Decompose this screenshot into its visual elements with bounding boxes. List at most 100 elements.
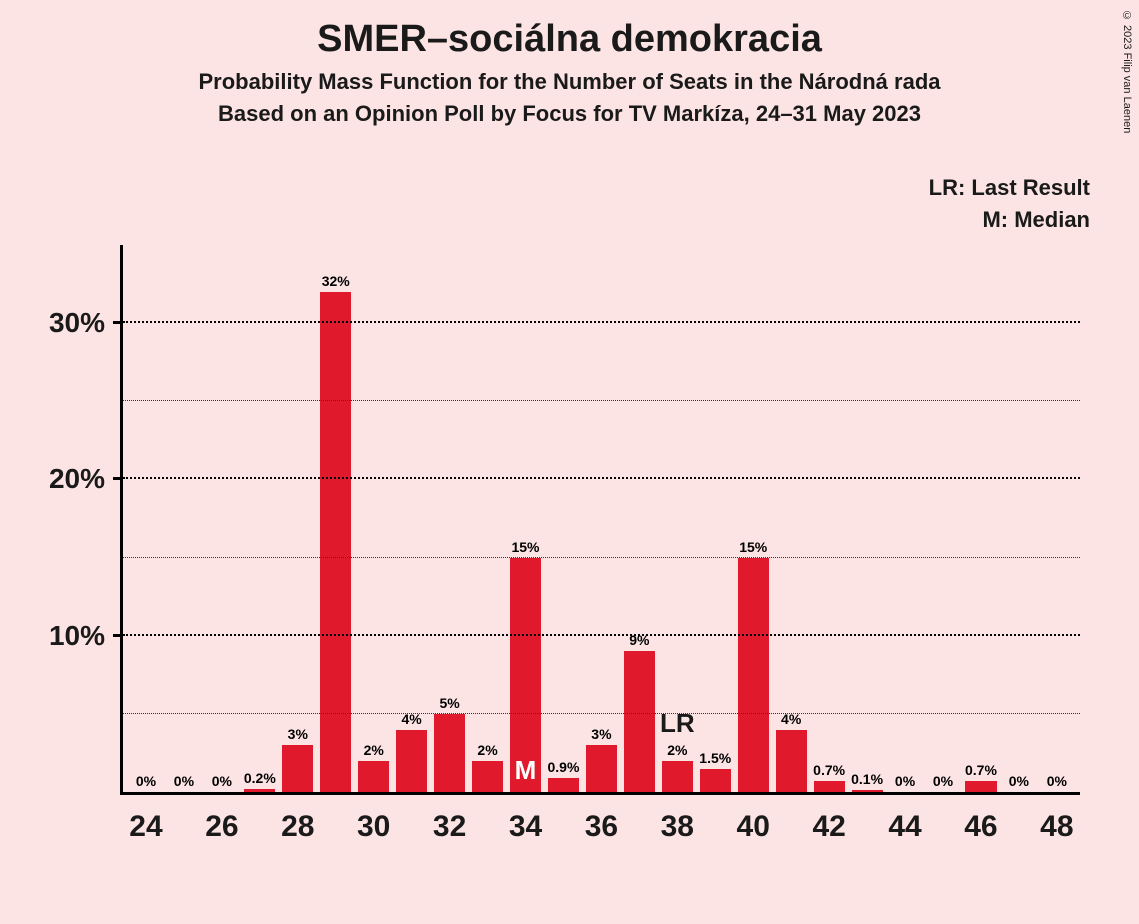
bar-slot: 5% — [431, 245, 469, 792]
gridline-major — [123, 321, 1080, 323]
bar-value-label: 0.2% — [244, 770, 276, 786]
bar-value-label: 0% — [1047, 773, 1067, 789]
bar: 0.1% — [852, 790, 883, 792]
gridline-major — [123, 634, 1080, 636]
bar-slot: 1.5% — [696, 245, 734, 792]
x-axis-label: 44 — [886, 810, 924, 844]
x-axis-label — [848, 810, 886, 844]
x-axis-label: 24 — [127, 810, 165, 844]
bar: 4% — [396, 730, 427, 793]
bar-value-label: 0.7% — [965, 762, 997, 778]
bar-slot: 0.7% — [810, 245, 848, 792]
x-axis-label — [393, 810, 431, 844]
bar-value-label: 0.1% — [851, 771, 883, 787]
x-axis-label: 32 — [431, 810, 469, 844]
bar: 15%M — [510, 558, 541, 792]
bar-slot: 0.9% — [544, 245, 582, 792]
bar: 5% — [434, 714, 465, 792]
bar-value-label: 5% — [439, 695, 459, 711]
bar: 0.7% — [814, 781, 845, 792]
bar-value-label: 2% — [667, 742, 687, 758]
bar-slot: 15% M — [507, 245, 545, 792]
bar-value-label: 0% — [212, 773, 232, 789]
gridline-minor — [123, 557, 1080, 558]
y-tick-mark — [113, 634, 123, 637]
x-axis-label — [1000, 810, 1038, 844]
legend: LR: Last Result M: Median — [929, 175, 1090, 239]
bar-slot: 0% — [127, 245, 165, 792]
bar-value-label: 3% — [288, 726, 308, 742]
bar: 0.7% — [965, 781, 996, 792]
chart-subtitle-2: Based on an Opinion Poll by Focus for TV… — [0, 101, 1139, 127]
bar-value-label: 3% — [591, 726, 611, 742]
bar: 1.5% — [700, 769, 731, 792]
plot-region: 0%0%0%0.2%3%32%2%4%5%2%15%M0.9%3%9%LR2%1… — [120, 245, 1080, 795]
x-axis-label: 36 — [582, 810, 620, 844]
bar-slot: 0% — [1000, 245, 1038, 792]
bar-slot: 0.7% — [962, 245, 1000, 792]
x-axis-ticks: 24 26 28 30 32 34 36 38 40 42 44 46 48 — [123, 810, 1080, 844]
bar-slot: LR2% — [658, 245, 696, 792]
bars-container: 0%0%0%0.2%3%32%2%4%5%2%15%M0.9%3%9%LR2%1… — [123, 245, 1080, 792]
x-axis-label: 28 — [279, 810, 317, 844]
bar-slot: 0.2% — [241, 245, 279, 792]
x-axis-label: 30 — [355, 810, 393, 844]
bar: 4% — [776, 730, 807, 793]
legend-m: M: Median — [929, 207, 1090, 233]
x-axis-label — [469, 810, 507, 844]
bar-slot: 0% — [165, 245, 203, 792]
bar-slot: 2% — [469, 245, 507, 792]
bar-slot: 4% — [393, 245, 431, 792]
gridline-minor — [123, 713, 1080, 714]
bar-value-label: 15% — [739, 539, 767, 555]
x-axis-label — [924, 810, 962, 844]
x-axis-label: 34 — [507, 810, 545, 844]
bar-slot: 3% — [279, 245, 317, 792]
legend-lr: LR: Last Result — [929, 175, 1090, 201]
bar: 3% — [282, 745, 313, 792]
bar-slot: 9% — [620, 245, 658, 792]
bar: 32% — [320, 292, 351, 792]
chart-subtitle-1: Probability Mass Function for the Number… — [0, 69, 1139, 95]
bar-value-label: 0% — [933, 773, 953, 789]
bar-value-label: 0% — [136, 773, 156, 789]
bar: 3% — [586, 745, 617, 792]
bar-slot: 0% — [1038, 245, 1076, 792]
x-axis-label — [696, 810, 734, 844]
x-axis-label: 42 — [810, 810, 848, 844]
bar: 2% — [358, 761, 389, 792]
bar: 9% — [624, 651, 655, 792]
x-axis-label: 38 — [658, 810, 696, 844]
median-marker: M — [515, 755, 537, 786]
bar-slot: 0% — [203, 245, 241, 792]
bar-slot: 0.1% — [848, 245, 886, 792]
bar-slot: 0% — [924, 245, 962, 792]
title-block: SMER–sociálna demokracia Probability Mas… — [0, 0, 1139, 127]
x-axis-label — [772, 810, 810, 844]
x-axis-label — [620, 810, 658, 844]
bar: 2% — [472, 761, 503, 792]
bar-slot: 2% — [355, 245, 393, 792]
gridline-major — [123, 477, 1080, 479]
y-tick-mark — [113, 477, 123, 480]
bar-value-label: 2% — [364, 742, 384, 758]
bar-slot: 0% — [886, 245, 924, 792]
bar-slot: 4% — [772, 245, 810, 792]
x-axis-label: 40 — [734, 810, 772, 844]
x-axis-label — [165, 810, 203, 844]
y-axis-label: 30% — [49, 307, 105, 339]
bar-value-label: 0% — [1009, 773, 1029, 789]
x-axis-label — [544, 810, 582, 844]
x-axis-label: 26 — [203, 810, 241, 844]
bar: 0.9% — [548, 778, 579, 792]
bar-value-label: 0% — [174, 773, 194, 789]
bar: 15% — [738, 558, 769, 792]
bar: 0.2% — [244, 789, 275, 792]
chart-title: SMER–sociálna demokracia — [0, 18, 1139, 61]
y-tick-mark — [113, 321, 123, 324]
bar-value-label: 15% — [511, 539, 539, 555]
x-axis-label: 46 — [962, 810, 1000, 844]
bar-value-label: 0.9% — [547, 759, 579, 775]
y-axis-label: 10% — [49, 620, 105, 652]
bar-slot: 15% — [734, 245, 772, 792]
